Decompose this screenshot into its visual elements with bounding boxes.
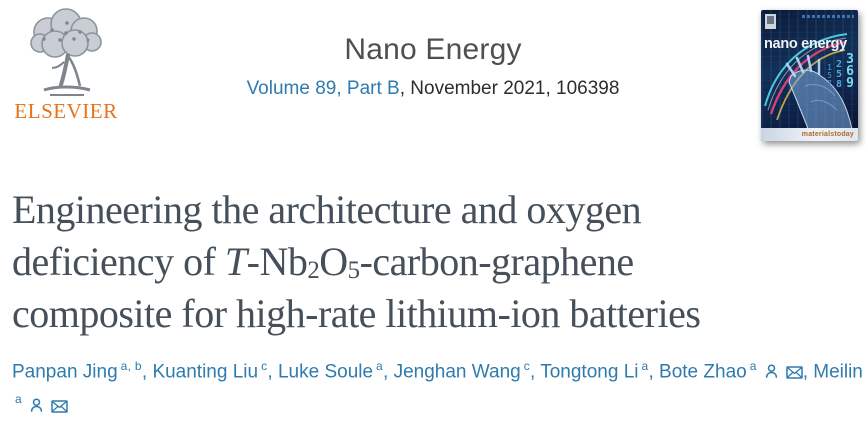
cover-materialstoday-brand: materialstoday bbox=[761, 128, 858, 141]
cover-artwork bbox=[764, 33, 855, 141]
cover-mini-tree-icon bbox=[767, 16, 774, 24]
author-affiliation-sup: a bbox=[749, 359, 757, 373]
author-affiliation-sup: c bbox=[261, 359, 268, 373]
cover-elsevier-mini-logo bbox=[765, 14, 776, 29]
cover-digits-column-2: 258 bbox=[835, 59, 843, 90]
author-link-panpan-jing[interactable]: Panpan Jing bbox=[12, 361, 118, 383]
title-line-3: composite for high-rate lithium-ion batt… bbox=[12, 291, 701, 336]
corresponding-author-icon[interactable] bbox=[764, 363, 779, 379]
author-link-jenghan-wang[interactable]: Jenghan Wang bbox=[393, 361, 521, 383]
title-line-1: Engineering the architecture and oxygen bbox=[12, 187, 642, 232]
email-author-icon[interactable] bbox=[51, 399, 68, 413]
cover-top-text-strip bbox=[802, 15, 854, 18]
title-subscript-5: 5 bbox=[347, 256, 360, 284]
author-affiliation-sup: c bbox=[523, 359, 531, 373]
journal-info: Nano Energy Volume 89, Part B, November … bbox=[0, 0, 866, 100]
volume-issue-line: Volume 89, Part B, November 2021, 106398 bbox=[0, 78, 866, 100]
author-affiliation-sup: a bbox=[15, 392, 22, 407]
issue-date-text: , November 2021, 106398 bbox=[399, 78, 620, 99]
title-phase-t: T bbox=[224, 239, 247, 284]
journal-cover-thumbnail[interactable]: nano energy 369 258 157 materialstoday bbox=[761, 10, 858, 141]
cover-digits-column-1: 369 bbox=[846, 52, 854, 91]
author-list-line-1: Panpan Jing a, b, Kuanting Liu c, Luke Sou… bbox=[12, 359, 866, 383]
journal-title-link[interactable]: Nano Energy bbox=[344, 33, 522, 66]
email-author-icon[interactable] bbox=[785, 366, 803, 380]
author-link-bote-zhao[interactable]: Bote Zhao bbox=[659, 361, 747, 383]
author-affiliation-sup: a bbox=[376, 359, 384, 373]
elsevier-tree-icon bbox=[12, 6, 120, 98]
corresponding-author-icon[interactable] bbox=[29, 397, 44, 413]
author-list: Panpan Jing a, b, Kuanting Liu c, Luke Sou… bbox=[12, 359, 866, 417]
elsevier-logo[interactable]: ELSEVIER bbox=[12, 6, 120, 124]
title-subscript-2: 2 bbox=[307, 256, 320, 284]
author-affiliation-sup: a bbox=[641, 359, 649, 373]
elsevier-wordmark: ELSEVIER bbox=[14, 99, 118, 123]
author-link-meilin-liu[interactable]: Meilin Liu bbox=[813, 361, 866, 383]
author-affiliation-sup: a, b bbox=[120, 359, 142, 373]
volume-link[interactable]: Volume 89, Part B bbox=[246, 78, 400, 99]
cover-journal-title: nano energy bbox=[764, 36, 847, 52]
article-title: Engineering the architecture and oxygen … bbox=[12, 184, 854, 340]
journal-banner: ELSEVIER Nano Energy Volume 89, Part B, … bbox=[0, 0, 866, 150]
author-link-tongtong-li[interactable]: Tongtong Li bbox=[540, 361, 639, 383]
author-list-line-2: a bbox=[12, 392, 854, 416]
author-link-kuanting-liu[interactable]: Kuanting Liu bbox=[152, 361, 259, 383]
title-line-2: deficiency of T-Nb2O5-carbon-graphene bbox=[12, 239, 634, 284]
author-link-luke-soule[interactable]: Luke Soule bbox=[277, 361, 374, 383]
cover-digits-column-3: 157 bbox=[827, 63, 832, 88]
